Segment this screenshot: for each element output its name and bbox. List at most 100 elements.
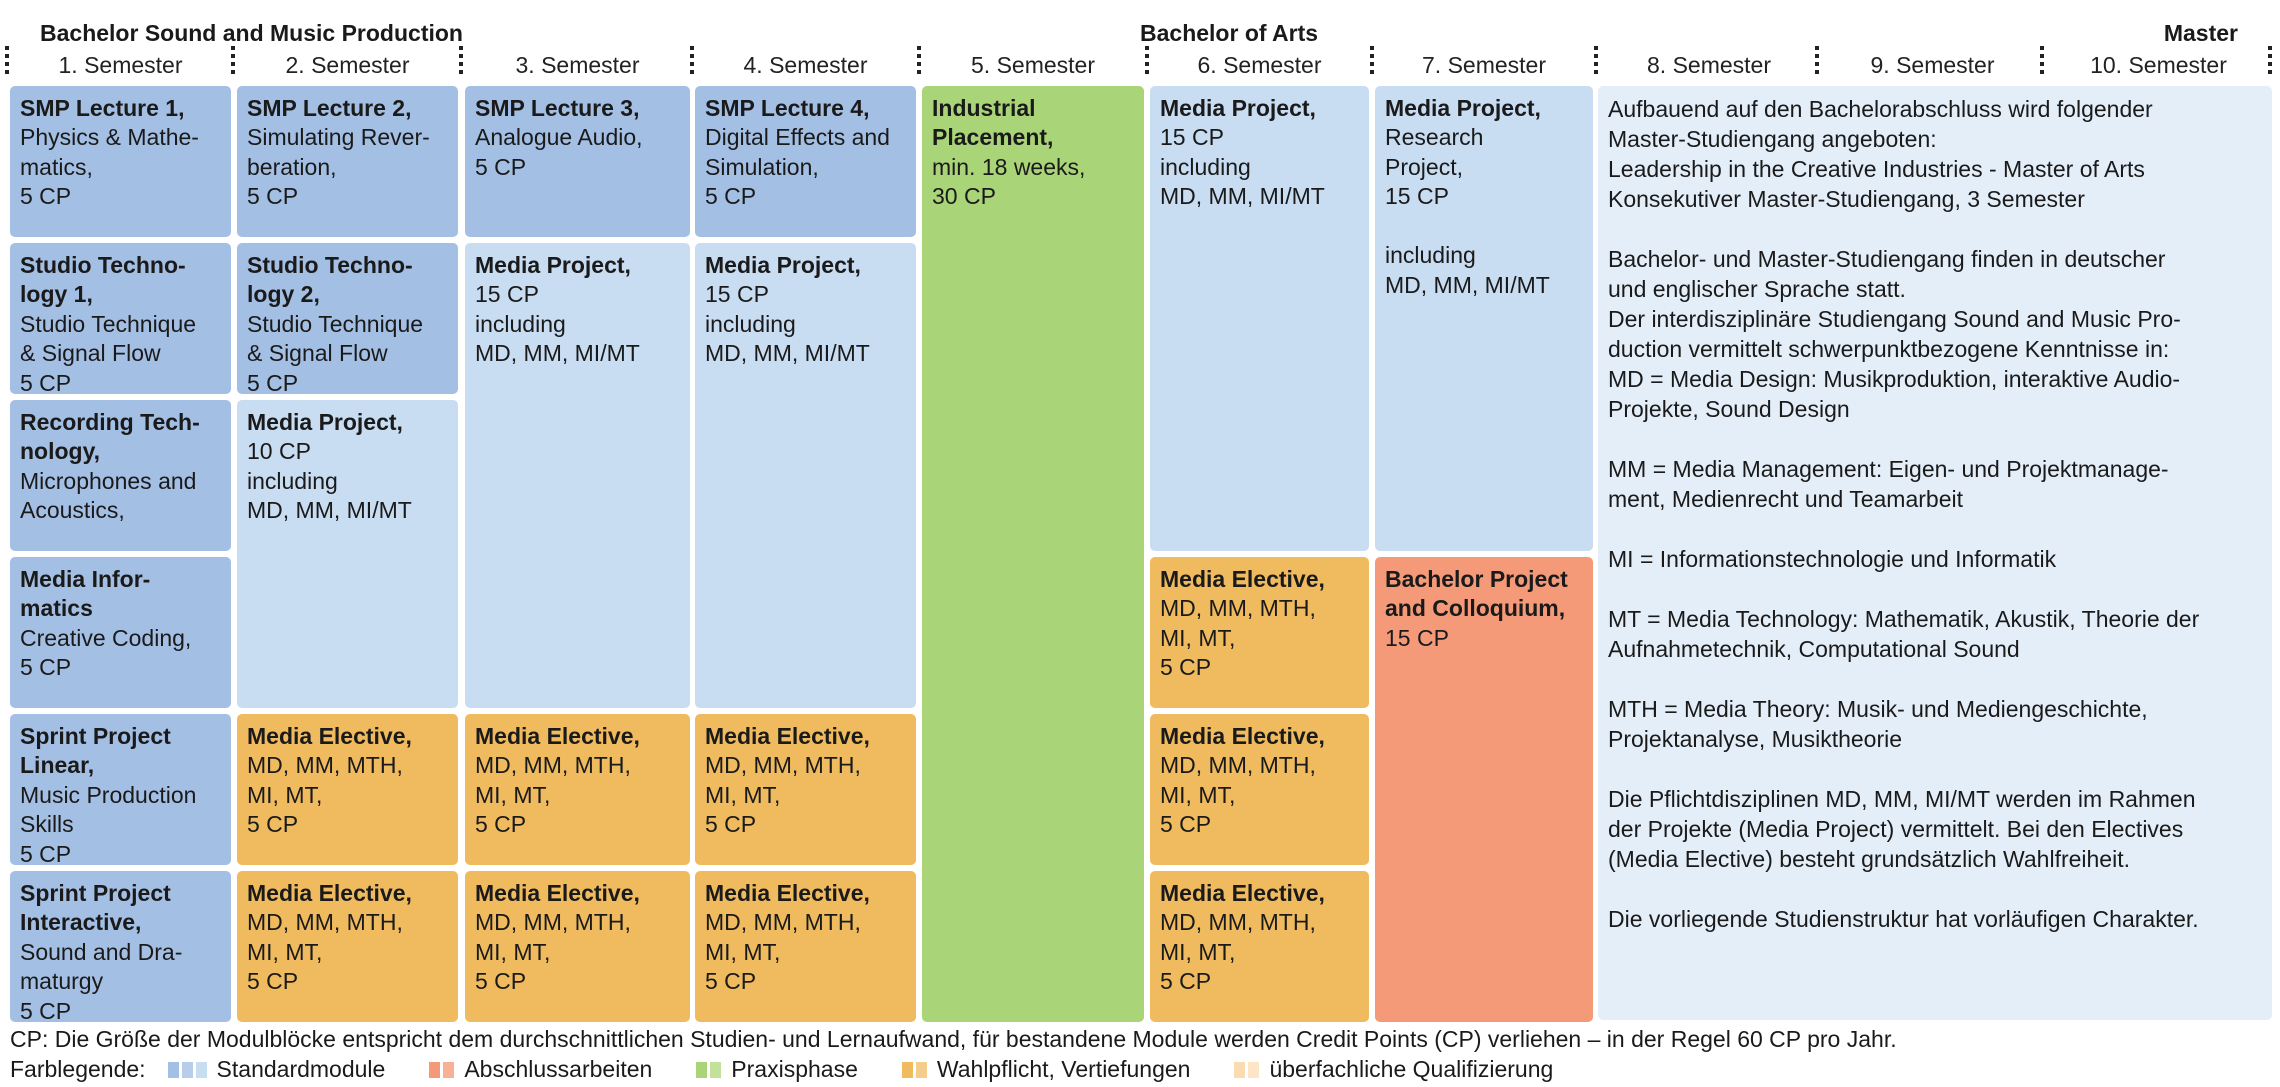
module-detail-line: 15 CP <box>1160 124 1224 151</box>
module-media-elective-s3-b: Media Elective, MD, MM, MTH, MI, MT, 5 CP <box>465 871 690 1022</box>
module-title: SMP Lecture 2, <box>247 95 412 121</box>
module-media-project-s4: Media Project, 15 CP including MD, MM, MI/M… <box>695 243 916 708</box>
module-detail-line: MI, MT, <box>475 781 551 808</box>
module-detail-line: 5 CP <box>1160 654 1212 681</box>
legend-item: Wahlpflicht, Vertiefungen <box>901 1056 1190 1083</box>
module-media-project-research: Media Project, Research Project, 15 CP incl… <box>1375 86 1593 551</box>
module-detail-line: Simulating Rever- <box>247 124 430 151</box>
module-detail-line: 15 CP <box>1385 624 1449 651</box>
info-line: Aufnahmetechnik, Computational Sound <box>1608 636 2020 662</box>
program-title-bachelor-arts: Bachelor of Arts <box>1140 20 1319 46</box>
info-paragraph: MI = Informationstechnologie und Informa… <box>1608 544 2262 574</box>
module-detail-line: min. 18 weeks, <box>932 153 1086 180</box>
module-detail-line: 5 CP <box>20 840 72 865</box>
module-title: Recording Tech- nology, <box>20 409 200 465</box>
legend-swatch <box>1234 1061 1246 1078</box>
module-title: Studio Techno- logy 2, <box>247 252 413 308</box>
info-line: MI = Informationstechnologie und Informa… <box>1608 546 2057 572</box>
info-line: Konsekutiver Master-Studiengang, 3 Semes… <box>1608 186 2085 212</box>
module-studio-technology-2: Studio Techno- logy 2, Studio Technique & … <box>237 243 458 394</box>
info-line: Projekte, Sound Design <box>1608 396 1850 422</box>
module-title: Sprint Project Interactive, <box>20 880 171 936</box>
info-line: Bachelor- und Master-Studiengang finden … <box>1608 246 2166 272</box>
module-detail-line: MD, MM, MTH, <box>475 909 631 936</box>
module-detail-line: Creative Coding, <box>20 624 192 651</box>
module-detail-line: 5 CP <box>1160 811 1212 838</box>
module-detail-line: including <box>247 467 338 494</box>
legend-item: Standardmodule <box>167 1056 386 1083</box>
semester-divider <box>459 46 463 76</box>
module-title: Media Elective, <box>1160 880 1325 906</box>
legend-item-label: Praxisphase <box>731 1056 858 1082</box>
module-detail-line: 30 CP <box>932 183 996 210</box>
info-line: Projektanalyse, Musiktheorie <box>1608 726 1903 752</box>
module-detail-line: Analogue Audio, <box>475 124 643 151</box>
module-detail-line: 5 CP <box>20 183 72 210</box>
info-paragraph: MM = Media Management: Eigen- und Projek… <box>1608 454 2262 514</box>
semester-label-6: 6. Semester <box>1197 52 1322 78</box>
module-detail-line: MI, MT, <box>475 938 551 965</box>
legend-item-label: Standardmodule <box>216 1056 386 1082</box>
module-detail-line: MD, MM, MTH, <box>705 752 861 779</box>
module-detail-line: Studio Technique <box>247 310 424 337</box>
module-detail-line: MD, MM, MTH, <box>1160 909 1316 936</box>
module-title: Studio Techno- logy 1, <box>20 252 186 308</box>
module-detail-line: MD, MM, MI/MT <box>1385 271 1550 298</box>
info-line: und englischer Sprache statt. <box>1608 276 1906 302</box>
info-paragraph: Bachelor- und Master-Studiengang finden … <box>1608 244 2262 424</box>
module-media-project-s2: Media Project, 10 CP including MD, MM, MI/M… <box>237 400 458 708</box>
info-paragraph: Die Pflichtdisziplinen MD, MM, MI/MT wer… <box>1608 784 2262 874</box>
module-detail-line: & Signal Flow <box>20 340 161 367</box>
module-detail-line: MD, MM, MI/MT <box>705 340 870 367</box>
module-detail-line: MI, MT, <box>1160 938 1236 965</box>
program-title-bachelor-smp: Bachelor Sound and Music Production <box>40 20 463 46</box>
module-detail-line: 5 CP <box>475 968 527 995</box>
module-title: Media Elective, <box>705 880 870 906</box>
module-title: Bachelor Project and Colloquium, <box>1385 566 1568 622</box>
module-detail-line: 5 CP <box>247 968 299 995</box>
module-title: SMP Lecture 1, <box>20 95 185 121</box>
module-title: Media Elective, <box>475 880 640 906</box>
module-detail-line: matics, <box>20 153 93 180</box>
module-media-project-s3: Media Project, 15 CP including MD, MM, MI/M… <box>465 243 690 708</box>
module-title: Media Project, <box>475 252 631 278</box>
semester-label-9: 9. Semester <box>1870 52 1995 78</box>
semester-divider <box>5 46 9 76</box>
module-smp-lecture-4: SMP Lecture 4, Digital Effects and Simulat… <box>695 86 916 237</box>
info-line: ment, Medienrecht und Teamarbeit <box>1608 486 1963 512</box>
module-smp-lecture-2: SMP Lecture 2, Simulating Rever-beration,… <box>237 86 458 237</box>
info-line: Die vorliegende Studienstruktur hat vorl… <box>1608 906 2199 932</box>
info-paragraph: Aufbauend auf den Bachelorabschluss wird… <box>1608 94 2262 214</box>
module-detail-line: MI, MT, <box>247 781 323 808</box>
info-paragraph: MTH = Media Theory: Musik- und Medienges… <box>1608 694 2262 754</box>
module-detail-line: 5 CP <box>247 183 299 210</box>
legend-swatch <box>1248 1061 1260 1078</box>
legend-swatch <box>710 1061 722 1078</box>
semester-divider <box>231 46 235 76</box>
module-title: Media Elective, <box>1160 723 1325 749</box>
module-detail-line: 10 CP <box>247 438 311 465</box>
info-line: Die Pflichtdisziplinen MD, MM, MI/MT wer… <box>1608 786 2196 812</box>
info-paragraph: MT = Media Technology: Mathematik, Akust… <box>1608 604 2262 664</box>
semester-label-3: 3. Semester <box>515 52 640 78</box>
module-media-project-s6: Media Project, 15 CP including MD, MM, MI/M… <box>1150 86 1369 551</box>
module-title: Sprint Project Linear, <box>20 723 171 779</box>
module-detail-line: MI, MT, <box>1160 781 1236 808</box>
module-detail-line <box>1385 212 1583 241</box>
program-title-master: Master <box>2163 20 2238 46</box>
module-detail-line: including <box>705 310 796 337</box>
module-media-elective-s4-b: Media Elective, MD, MM, MTH, MI, MT, 5 CP <box>695 871 916 1022</box>
semester-divider <box>1145 46 1149 76</box>
legend-item: Praxisphase <box>696 1056 858 1083</box>
module-title: Media Project, <box>247 409 403 435</box>
module-detail-line: Microphones and <box>20 467 197 494</box>
module-detail-line: Acoustics, <box>20 497 125 524</box>
info-line: Aufbauend auf den Bachelorabschluss wird… <box>1608 96 2153 122</box>
module-detail-line: 15 CP <box>475 281 539 308</box>
info-line: duction vermittelt schwerpunktbezogene K… <box>1608 336 2170 362</box>
module-detail-line: Research <box>1385 124 1484 151</box>
module-media-elective-s3-a: Media Elective, MD, MM, MTH, MI, MT, 5 CP <box>465 714 690 865</box>
color-legend: Farblegende: Standardmodule Abschlussarbe… <box>10 1056 1597 1083</box>
module-detail-line: 15 CP <box>705 281 769 308</box>
module-industrial-placement: Industrial Placement, min. 18 weeks, 30 CP <box>922 86 1144 1022</box>
